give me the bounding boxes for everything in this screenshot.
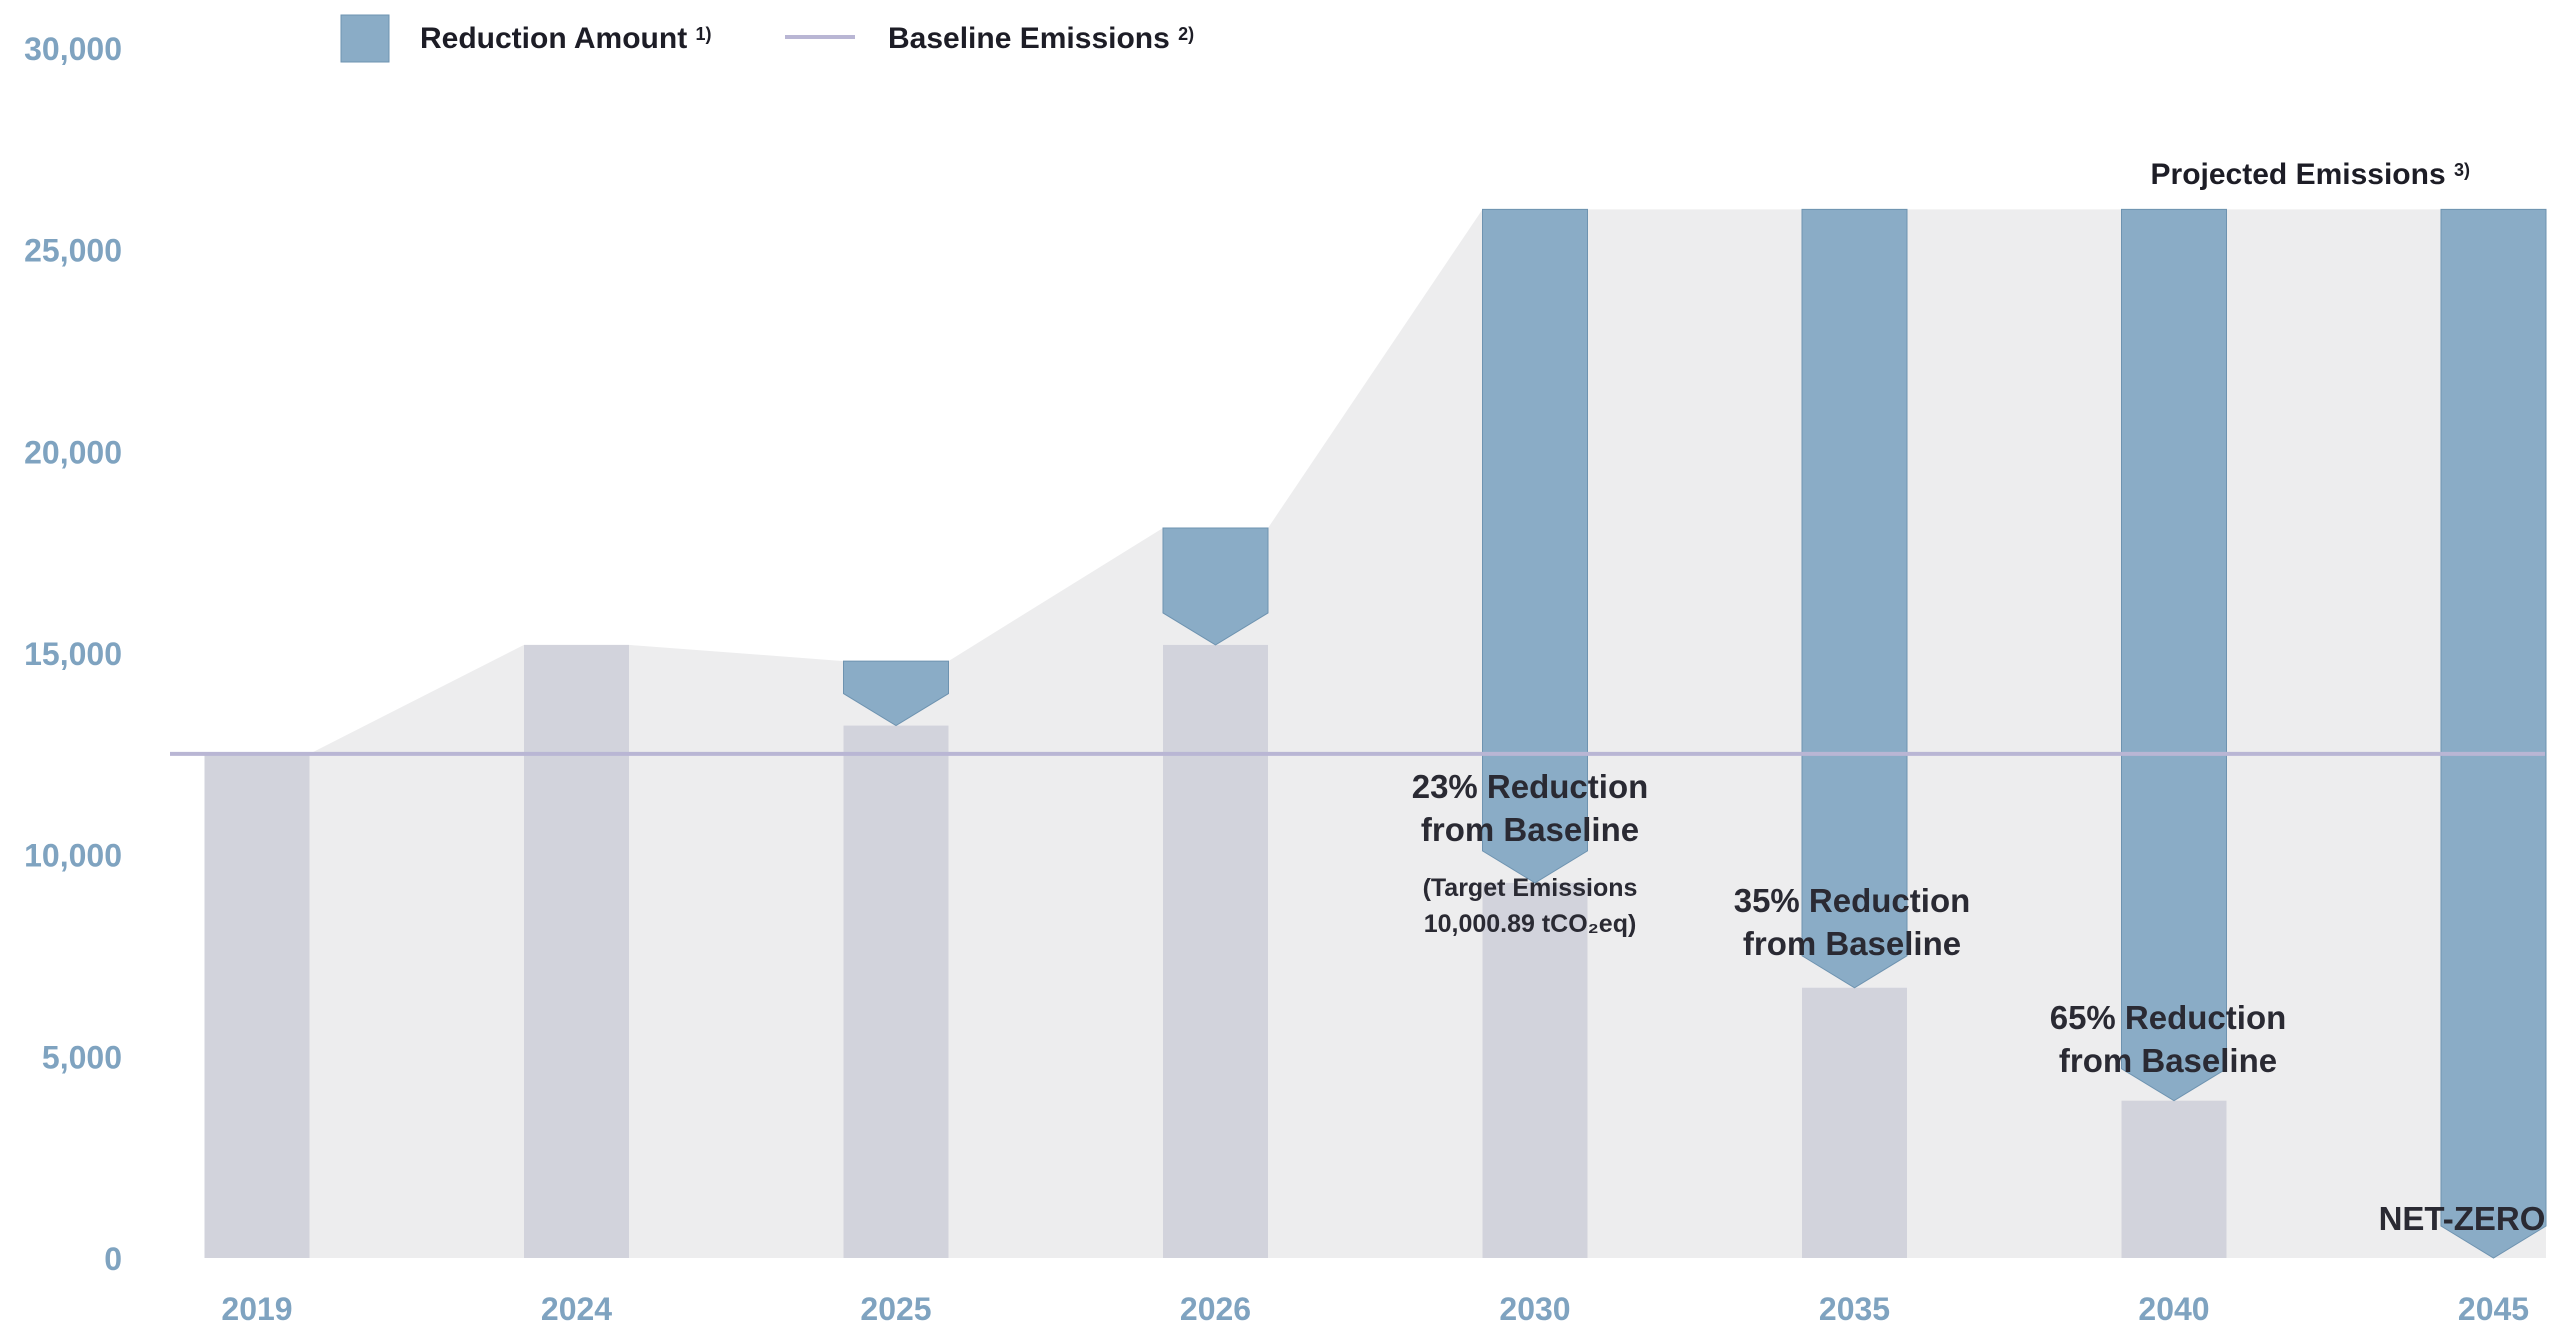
reduction-bar-2035	[1801, 208, 1908, 989]
annotation-text: 65% Reduction	[2050, 999, 2287, 1036]
y-tick-label: 15,000	[24, 636, 122, 672]
y-tick-label: 20,000	[24, 434, 122, 470]
annotation-text: 23% Reduction	[1412, 768, 1649, 805]
y-tick-label: 30,000	[24, 31, 122, 67]
legend-label-baseline: Baseline Emissions 2)	[888, 22, 1194, 55]
reduction-bar-2026	[1162, 527, 1269, 646]
reduction-bar-2025	[843, 660, 949, 727]
x-tick-label: 2045	[2458, 1291, 2529, 1327]
projected-emissions-area	[204, 209, 2546, 1258]
projected-area-layer	[204, 209, 2546, 1258]
legend-footnote-marker: 2)	[1178, 24, 1194, 44]
x-tick-label: 2035	[1819, 1291, 1890, 1327]
x-tick-label: 2019	[221, 1291, 292, 1327]
emissions-bar-2035	[1802, 987, 1907, 1258]
emissions-bar-2025	[843, 725, 949, 1258]
y-tick-label: 5,000	[42, 1039, 122, 1075]
x-tick-label: 2026	[1180, 1291, 1251, 1327]
annotation-2045: NET-ZERO	[2379, 1200, 2546, 1237]
annotation-text: from Baseline	[1743, 925, 1961, 962]
axis-layer: 0 5,000 10,000 15,000 20,000 25,000 30,000 2019…	[24, 31, 2529, 1327]
legend-swatch-reduction	[340, 14, 390, 63]
x-tick-label: 2025	[860, 1291, 931, 1327]
annotation-note: 10,000.89 tCO₂eq)	[1424, 910, 1637, 938]
annotation-2030: 23% Reduction from Baseline (Target Emissi…	[1412, 768, 1649, 938]
annotation-text: 35% Reduction	[1734, 882, 1971, 919]
annotation-note: (Target Emissions	[1423, 874, 1638, 902]
y-tick-label: 0	[104, 1241, 122, 1277]
y-tick-label: 25,000	[24, 233, 122, 269]
annotation-text: from Baseline	[1421, 811, 1639, 848]
annotation-text: from Baseline	[2059, 1042, 2277, 1079]
annotations-layer: Projected Emissions 3) 23% Reduction from …	[1412, 158, 2546, 1237]
reduction-bar-2030	[1482, 208, 1588, 884]
x-tick-label: 2024	[541, 1291, 612, 1327]
x-tick-label: 2040	[2138, 1291, 2209, 1327]
emissions-bar-2019	[204, 753, 310, 1258]
legend-label-reduction: Reduction Amount 1)	[420, 22, 712, 55]
emissions-bar-2026	[1163, 644, 1268, 1258]
reduction-bar-2045	[2440, 208, 2547, 1259]
annotation-2035: 35% Reduction from Baseline	[1734, 882, 1971, 962]
emissions-bar-2030	[1482, 882, 1588, 1258]
emissions-bar-2024	[524, 644, 629, 1258]
projected-footnote-marker: 3)	[2454, 160, 2470, 180]
y-tick-label: 10,000	[24, 838, 122, 874]
emissions-bar-2040	[2121, 1100, 2227, 1258]
projected-emissions-label: Projected Emissions 3)	[2151, 158, 2470, 191]
x-tick-label: 2030	[1499, 1291, 1570, 1327]
legend-footnote-marker: 1)	[696, 24, 712, 44]
legend: Reduction Amount 1) Baseline Emissions 2)	[340, 14, 1194, 63]
annotation-2040: 65% Reduction from Baseline	[2050, 999, 2287, 1079]
reduction-bar-2040	[2121, 208, 2227, 1102]
bars-layer	[204, 208, 2547, 1259]
annotation-text: NET-ZERO	[2379, 1200, 2546, 1237]
